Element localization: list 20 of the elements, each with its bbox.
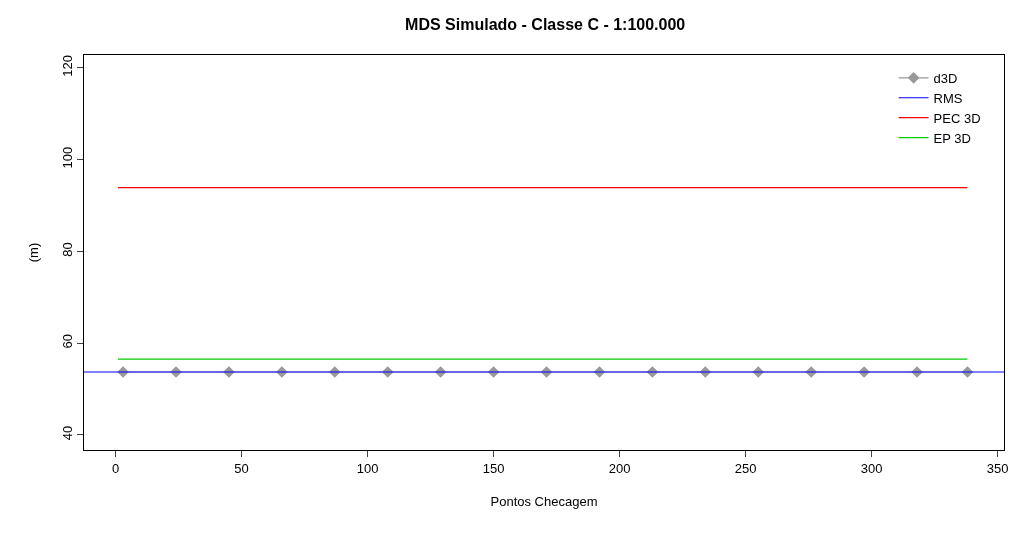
x-tick-label: 150	[482, 460, 505, 476]
y-tick-label: 120	[59, 55, 75, 77]
chart-title: MDS Simulado - Classe C - 1:100.000	[405, 15, 686, 33]
legend-label: RMS	[933, 90, 963, 106]
x-tick-label: 300	[860, 460, 883, 476]
y-tick-label: 60	[59, 333, 75, 349]
legend-label: d3D	[933, 70, 958, 86]
x-tick-label: 200	[608, 460, 631, 476]
x-tick-label: 0	[111, 460, 120, 476]
y-tick-label: 100	[59, 146, 75, 169]
x-tick-label: 350	[986, 460, 1009, 476]
legend-label: PEC 3D	[933, 110, 981, 126]
y-axis-title: (m)	[25, 242, 41, 263]
y-tick-label: 80	[59, 242, 75, 257]
x-axis-title: Pontos Checagem	[490, 494, 598, 510]
legend-label: EP 3D	[933, 130, 971, 146]
y-tick-label: 40	[59, 425, 75, 441]
x-tick-label: 250	[734, 460, 757, 476]
x-tick-label: 100	[356, 460, 379, 476]
x-tick-label: 50	[234, 460, 249, 476]
